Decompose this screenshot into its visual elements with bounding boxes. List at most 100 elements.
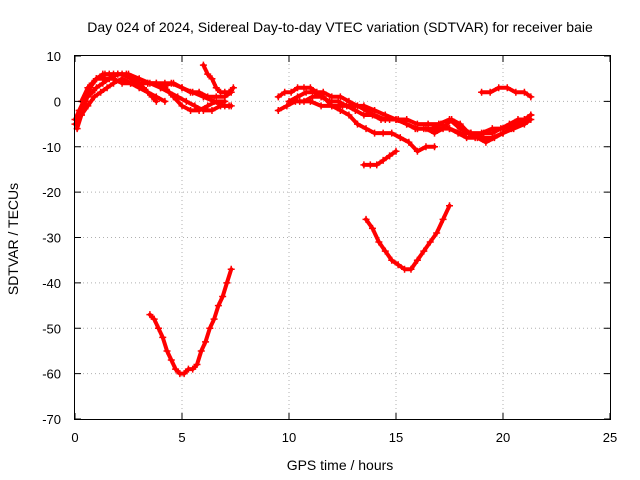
data-point [405,138,413,146]
data-point [174,93,182,101]
data-point [480,129,488,137]
data-point [373,161,381,169]
data-point [77,111,85,119]
data-point [362,215,370,223]
data-point [426,238,434,246]
series-line [147,267,234,376]
data-point [189,365,197,373]
data-point [97,88,105,96]
data-point [422,143,430,151]
data-point [353,120,361,128]
data-point [283,102,291,110]
data-point [439,125,447,133]
data-point [103,84,111,92]
chart-title: Day 024 of 2024, Sidereal Day-to-day VTE… [87,19,593,35]
data-point [302,88,310,96]
data-point [229,84,237,92]
data-point [388,129,396,137]
data-point [392,147,400,155]
data-point [514,116,522,124]
data-point [294,93,302,101]
data-point [135,79,143,87]
x-tick-label: 15 [389,430,403,445]
data-point [465,129,473,137]
data-point [92,84,100,92]
data-point [448,116,456,124]
data-point [351,106,359,114]
data-point [165,88,173,96]
y-tick-label: 0 [54,94,61,109]
y-tick-label: -70 [42,412,61,427]
y-tick-label: -10 [42,140,61,155]
data-point [99,79,107,87]
data-point [490,134,498,142]
data-point [394,261,402,269]
data-point [197,347,205,355]
data-point [161,97,169,105]
data-point [431,143,439,151]
data-point [199,106,207,114]
data-point [371,106,379,114]
data-point [334,97,342,105]
y-axis-label: SDTVAR / TECUs [5,183,21,295]
data-point [296,97,304,105]
data-point [152,93,160,101]
series-track-h [157,84,233,114]
data-point [178,102,186,110]
data-point [478,88,486,96]
data-point [377,116,385,124]
data-point [285,97,293,105]
data-point [210,315,218,323]
data-point [195,88,203,96]
plot-frame [74,55,611,420]
data-point [163,347,171,355]
data-point [413,147,421,155]
data-point [199,61,207,69]
data-point [499,129,507,137]
data-point [311,88,319,96]
data-point [225,102,233,110]
series-dip-1 [146,265,235,378]
data-point [433,229,441,237]
data-point [446,202,453,210]
data-point [368,111,376,119]
data-point [214,302,222,310]
data-point [505,120,513,128]
data-point [306,84,314,92]
data-point [204,102,212,110]
data-point [360,102,368,110]
data-point [101,70,109,78]
data-point [503,84,511,92]
data-point [388,256,396,264]
data-point [349,102,357,110]
data-point [84,84,92,92]
data-point [456,120,464,128]
series-track-k [285,88,439,155]
ticks: 0 5 10 15 20 25 10 0 -10 -20 -30 -40 -50 -60 -70 [42,49,617,445]
data-point [75,106,83,114]
data-point [193,361,201,369]
data-point [187,88,195,96]
series-track-m [413,116,533,146]
y-tick-label: -30 [42,231,61,246]
series-line [361,149,398,167]
data-point [152,79,160,87]
data-point [392,116,400,124]
x-axis-label: GPS time / hours [287,457,394,473]
data-point [424,120,432,128]
series-track-j [274,93,535,142]
data-point [118,79,126,87]
x-tick-label: 5 [178,430,185,445]
y-tick-label: -60 [42,367,61,382]
data-point [204,70,212,78]
data-point [439,215,447,223]
data-point [157,84,165,92]
data-point [191,102,199,110]
data-point [328,93,336,101]
data-point [182,97,190,105]
data-point [172,365,180,373]
data-point [154,324,162,332]
data-point [368,224,376,232]
data-point [482,138,490,146]
